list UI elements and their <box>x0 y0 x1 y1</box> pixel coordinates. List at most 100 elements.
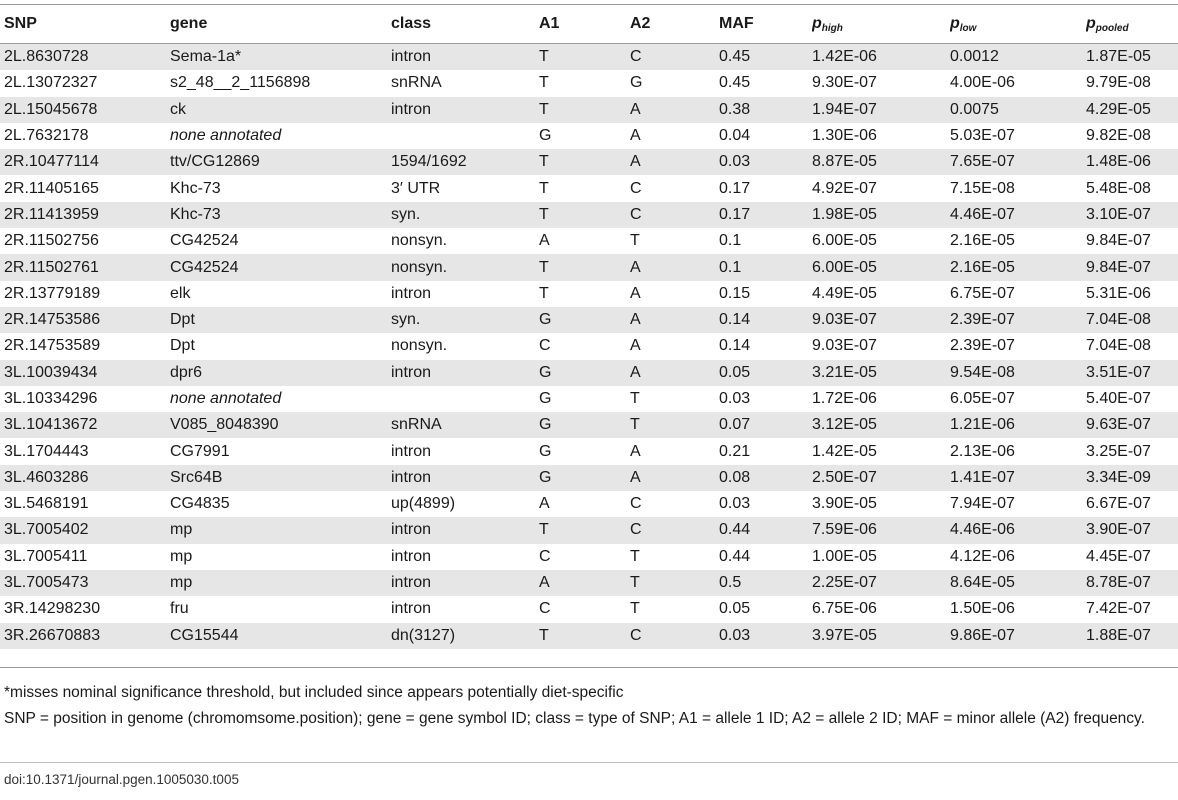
cell-gene: Khc-73 <box>170 201 391 229</box>
cell-snp: 2L.8630728 <box>0 43 170 71</box>
cell-class: dn(3127) <box>391 622 539 649</box>
cell-a1: T <box>539 96 630 123</box>
cell-gene: elk <box>170 280 391 307</box>
cell-maf: 0.03 <box>719 149 812 176</box>
cell-class: snRNA <box>391 70 539 97</box>
cell-a1: T <box>539 254 630 281</box>
cell-maf: 0.21 <box>719 438 812 465</box>
cell-p-pooled: 5.48E-08 <box>1086 175 1178 202</box>
cell-p-low: 2.39E-07 <box>950 333 1086 360</box>
cell-gene: V085_8048390 <box>170 412 391 439</box>
table-row: 2L.15045678 ck intron T A 0.38 1.94E-07 0.0075 4… <box>0 96 1178 123</box>
cell-p-low: 1.21E-06 <box>950 412 1086 439</box>
cell-gene: Src64B <box>170 464 391 492</box>
cell-class: intron <box>391 543 539 570</box>
cell-gene: Khc-73 <box>170 175 391 202</box>
cell-a2: C <box>630 175 719 202</box>
cell-a1: G <box>539 306 630 334</box>
cell-p-low: 8.64E-05 <box>950 569 1086 597</box>
cell-p-pooled: 3.25E-07 <box>1086 438 1178 465</box>
cell-p-high: 3.97E-05 <box>812 622 950 649</box>
header-maf: MAF <box>719 5 812 44</box>
table-body: 2L.8630728 Sema-1a* intron T C 0.45 1.42E-06 0.… <box>0 43 1178 649</box>
cell-snp: 3L.1704443 <box>0 438 170 465</box>
cell-p-low: 7.15E-08 <box>950 175 1086 202</box>
cell-snp: 3L.7005473 <box>0 569 170 597</box>
cell-p-pooled: 3.10E-07 <box>1086 201 1178 229</box>
cell-a2: A <box>630 96 719 123</box>
cell-class: 3′ UTR <box>391 175 539 202</box>
cell-p-low: 0.0075 <box>950 96 1086 123</box>
cell-p-high: 1.42E-06 <box>812 43 950 71</box>
cell-a1: T <box>539 175 630 202</box>
cell-p-pooled: 9.84E-07 <box>1086 228 1178 255</box>
cell-p-high: 2.25E-07 <box>812 569 950 597</box>
cell-p-low: 2.16E-05 <box>950 254 1086 281</box>
cell-p-pooled: 7.04E-08 <box>1086 333 1178 360</box>
table-row: 2R.11502756 CG42524 nonsyn. A T 0.1 6.00E-05 2.… <box>0 228 1178 255</box>
table-row: 3L.10039434 dpr6 intron G A 0.05 3.21E-05 9.54E… <box>0 359 1178 386</box>
cell-p-high: 4.49E-05 <box>812 280 950 307</box>
cell-p-pooled: 1.87E-05 <box>1086 43 1178 71</box>
cell-snp: 3R.14298230 <box>0 596 170 623</box>
cell-maf: 0.45 <box>719 43 812 71</box>
cell-maf: 0.03 <box>719 385 812 413</box>
cell-gene: CG4835 <box>170 491 391 518</box>
cell-class: intron <box>391 464 539 492</box>
cell-gene: CG42524 <box>170 228 391 255</box>
cell-p-low: 7.94E-07 <box>950 491 1086 518</box>
cell-class: snRNA <box>391 412 539 439</box>
header-p-low: plow <box>950 5 1086 44</box>
cell-p-pooled: 9.84E-07 <box>1086 254 1178 281</box>
table-row: 3L.7005473 mp intron A T 0.5 2.25E-07 8.64E-05 8… <box>0 569 1178 597</box>
cell-maf: 0.05 <box>719 596 812 623</box>
cell-a1: C <box>539 596 630 623</box>
cell-p-pooled: 9.63E-07 <box>1086 412 1178 439</box>
cell-gene: mp <box>170 543 391 570</box>
table-row: 2R.14753589 Dpt nonsyn. C A 0.14 9.03E-07 2.39E… <box>0 333 1178 360</box>
cell-gene: mp <box>170 517 391 544</box>
cell-p-low: 9.86E-07 <box>950 622 1086 649</box>
cell-class: nonsyn. <box>391 228 539 255</box>
table-row: 2R.14753586 Dpt syn. G A 0.14 9.03E-07 2.39E-07… <box>0 306 1178 334</box>
cell-maf: 0.38 <box>719 96 812 123</box>
cell-p-high: 3.12E-05 <box>812 412 950 439</box>
cell-maf: 0.17 <box>719 175 812 202</box>
table-row: 2L.8630728 Sema-1a* intron T C 0.45 1.42E-06 0.… <box>0 43 1178 71</box>
table-row: 2L.13072327 s2_48__2_1156898 snRNA T G 0.45 9.… <box>0 70 1178 97</box>
cell-snp: 2R.14753586 <box>0 306 170 334</box>
cell-a1: G <box>539 359 630 386</box>
cell-p-pooled: 9.82E-08 <box>1086 122 1178 150</box>
header-p-pooled: ppooled <box>1086 5 1178 44</box>
cell-p-high: 3.21E-05 <box>812 359 950 386</box>
cell-a2: A <box>630 149 719 176</box>
cell-p-low: 7.65E-07 <box>950 149 1086 176</box>
header-row: SNP gene class A1 A2 MAF phigh plow ppoo… <box>0 5 1178 44</box>
cell-p-high: 6.00E-05 <box>812 254 950 281</box>
cell-p-pooled: 3.90E-07 <box>1086 517 1178 544</box>
table-row: 3L.5468191 CG4835 up(4899) A C 0.03 3.90E-05 7.… <box>0 491 1178 518</box>
cell-class <box>391 122 539 150</box>
cell-p-high: 1.30E-06 <box>812 122 950 150</box>
cell-a1: G <box>539 438 630 465</box>
cell-class: nonsyn. <box>391 333 539 360</box>
cell-p-pooled: 7.42E-07 <box>1086 596 1178 623</box>
cell-p-high: 7.59E-06 <box>812 517 950 544</box>
cell-gene: CG7991 <box>170 438 391 465</box>
cell-a1: T <box>539 622 630 649</box>
cell-gene: fru <box>170 596 391 623</box>
table-row: 2R.10477114 ttv/CG12869 1594/1692 T A 0.03 8.8… <box>0 149 1178 176</box>
header-snp: SNP <box>0 5 170 44</box>
cell-class <box>391 385 539 413</box>
cell-class: intron <box>391 517 539 544</box>
cell-p-pooled: 7.04E-08 <box>1086 306 1178 334</box>
cell-maf: 0.08 <box>719 464 812 492</box>
cell-gene: CG15544 <box>170 622 391 649</box>
cell-a1: A <box>539 491 630 518</box>
cell-p-low: 2.13E-06 <box>950 438 1086 465</box>
cell-maf: 0.07 <box>719 412 812 439</box>
cell-gene: dpr6 <box>170 359 391 386</box>
cell-a1: A <box>539 569 630 597</box>
cell-a2: T <box>630 543 719 570</box>
cell-a2: C <box>630 43 719 71</box>
